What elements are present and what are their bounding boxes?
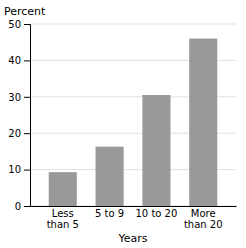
tick-label-line: Less [52, 208, 74, 219]
axis-line [31, 206, 237, 207]
tick: 40 [8, 55, 30, 66]
bar [96, 147, 124, 206]
bar [142, 95, 170, 206]
tick-mark [24, 206, 30, 207]
tick: Morethan 20 [184, 208, 223, 230]
tick-label-line: than 20 [184, 219, 223, 230]
x-axis-title: Years [117, 232, 147, 245]
bars [49, 39, 218, 206]
y-axis: 0 10 20 30 40 50 [8, 19, 30, 212]
bar [49, 172, 77, 206]
tick-label: 0 [15, 201, 21, 212]
grid-line [30, 24, 236, 25]
chart: 01020304050Lessthan 55 to 910 to 20Moret… [0, 0, 246, 248]
tick-label: Lessthan 5 [47, 208, 79, 230]
bar [189, 39, 217, 206]
tick-label: 50 [8, 19, 21, 30]
tick: 50 [8, 19, 30, 30]
axis-line [24, 25, 31, 207]
tick: 30 [8, 92, 30, 103]
tick-label: 10 to 20 [135, 208, 177, 219]
tick-label: Morethan 20 [184, 208, 223, 230]
tick-label: 10 [8, 164, 21, 175]
tick-mark [24, 97, 30, 98]
plot: 01020304050Lessthan 55 to 910 to 20Moret… [4, 5, 237, 245]
tick-mark [24, 24, 30, 25]
x-axis: Lessthan 5 5 to 9 10 to 20 Morethan 20 [31, 207, 237, 231]
tick-mark [24, 170, 30, 171]
tick-label-line: than 5 [47, 219, 79, 230]
tick-label: 20 [8, 128, 21, 139]
title: Percent [4, 5, 46, 18]
grid [30, 24, 236, 206]
tick-mark [24, 133, 30, 134]
tick-label: 5 to 9 [95, 208, 124, 219]
tick-label: 40 [8, 55, 21, 66]
tick-label-line: 5 to 9 [95, 208, 124, 219]
tick: 10 to 20 [135, 208, 177, 219]
tick-label-line: 10 to 20 [135, 208, 177, 219]
tick: 10 [8, 164, 30, 175]
tick: 0 [15, 201, 30, 212]
tick-label: 30 [8, 92, 21, 103]
tick: Lessthan 5 [47, 208, 79, 230]
tick-mark [24, 60, 30, 61]
tick: 5 to 9 [95, 208, 124, 219]
tick: 20 [8, 128, 30, 139]
tick-label-line: More [191, 208, 216, 219]
